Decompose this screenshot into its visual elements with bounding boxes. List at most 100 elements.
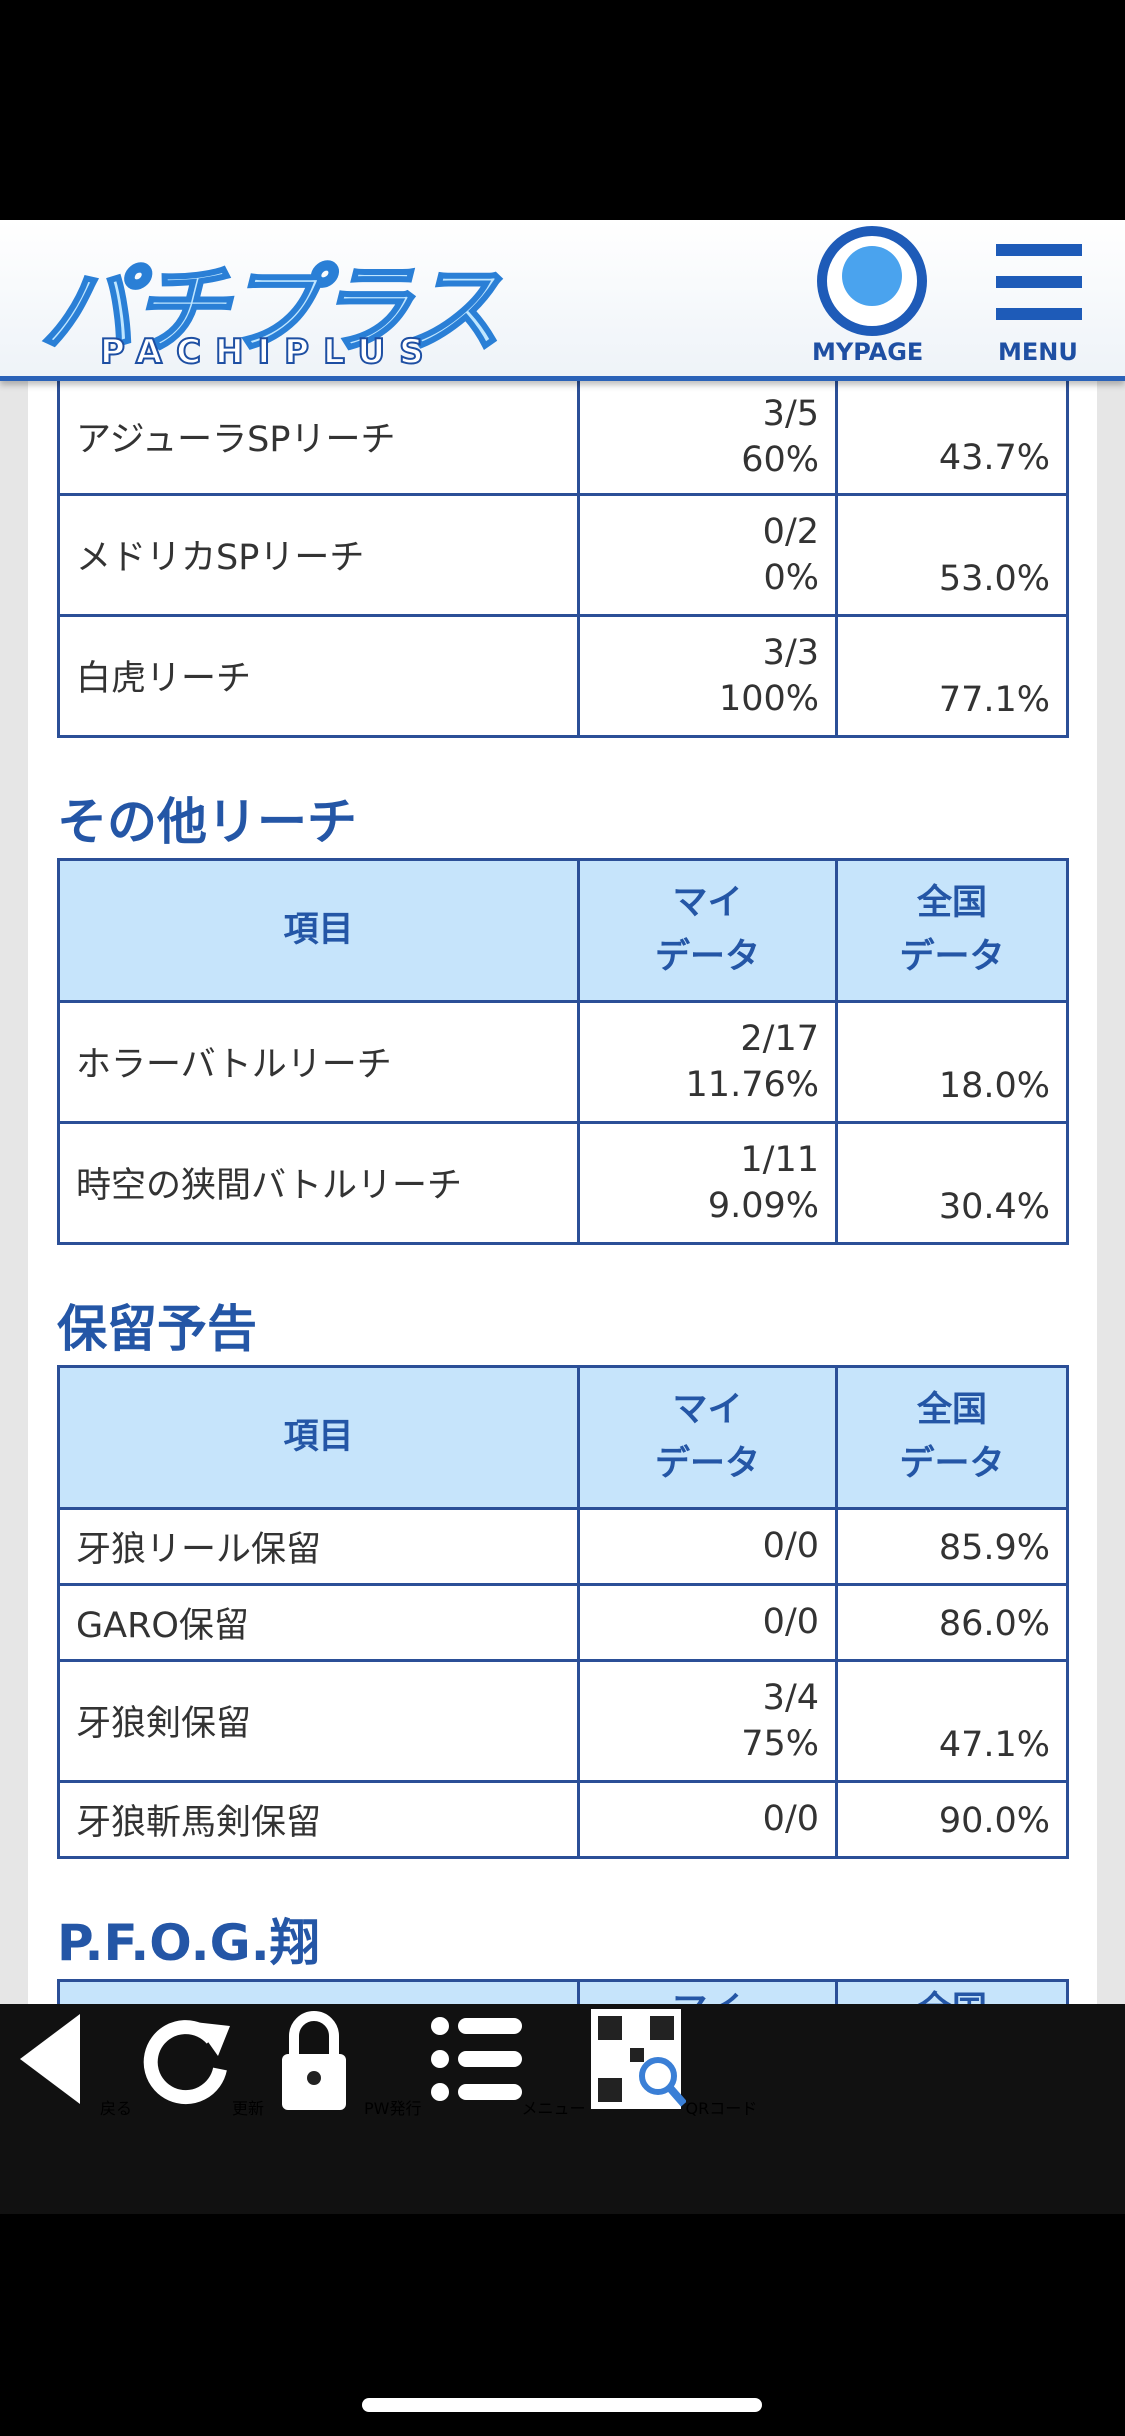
- item-name: アジューラSPリーチ: [57, 381, 580, 496]
- header-cell: マイ: [577, 1978, 838, 2005]
- button-label: 更新: [232, 2099, 265, 2118]
- national-data: 47.1%: [835, 1658, 1069, 1783]
- line: 全国: [916, 1390, 987, 1430]
- line: 9.09%: [707, 1185, 819, 1226]
- line: 60%: [741, 439, 819, 480]
- button-label: QRコード: [685, 2099, 758, 2118]
- home-indicator: [362, 2398, 762, 2412]
- logo[interactable]: パチプラス: [38, 253, 503, 368]
- line: データ: [899, 1444, 1005, 1484]
- national-data: 86.0%: [835, 1582, 1069, 1662]
- section-heading: P.F.O.G.翔: [57, 1913, 320, 1972]
- data-table: 項目 マイ データ 全国 データ 牙狼リール保留 0/0 85.9% GARO保留 0/0 86.0…: [57, 1364, 1069, 1859]
- data-row: メドリカSPリーチ 0/2 0% 53.0%: [57, 492, 1069, 617]
- toolbar-button[interactable]: 戻る: [0, 2004, 132, 2214]
- my-data: 0/0: [577, 1582, 838, 1662]
- data-row: 白虎リーチ 3/3 100% 77.1%: [57, 613, 1069, 738]
- line: 全国: [839, 1983, 1065, 2005]
- button-icon: [143, 2020, 231, 2105]
- header-cell: 全国: [835, 1978, 1069, 2005]
- data-table: マイ全国: [57, 1978, 1069, 2005]
- toolbar-button[interactable]: メニュー: [422, 2004, 586, 2214]
- header-row: マイ全国: [57, 1978, 1069, 2005]
- button-label: PW発行: [364, 2099, 422, 2118]
- data-table: アジューラSPリーチ 3/5 60% 43.7% メドリカSPリーチ 0/2 0% 53.0%…: [57, 381, 1069, 738]
- toolbar-button[interactable]: 更新: [132, 2004, 264, 2214]
- button-icon: [430, 2017, 522, 2101]
- line: データ: [654, 1444, 760, 1484]
- line: 0/0: [762, 1526, 819, 1566]
- header: パチプラス PACHIPLUS MYPAGE MENU: [0, 220, 1125, 381]
- line: 100%: [718, 678, 819, 719]
- header-cell: 全国 データ: [835, 857, 1069, 1003]
- content: アジューラSPリーチ 3/5 60% 43.7% メドリカSPリーチ 0/2 0% 53.0%…: [0, 381, 1125, 2004]
- line: 0%: [763, 557, 819, 598]
- my-data: 0/0: [577, 1506, 838, 1586]
- line: 全国: [916, 883, 987, 923]
- national-data: 18.0%: [835, 999, 1069, 1124]
- line: 3/3: [762, 632, 819, 673]
- header-cell: マイ データ: [577, 1364, 838, 1510]
- section-heading: 保留予告: [57, 1299, 257, 1358]
- national-data: 77.1%: [835, 613, 1069, 738]
- button-label: メニュー: [521, 2099, 586, 2118]
- logo-sub: PACHIPLUS: [99, 331, 438, 373]
- line: マイ: [581, 1983, 834, 2005]
- item-name: 時空の狭間バトルリーチ: [57, 1120, 580, 1245]
- data-row: 時空の狭間バトルリーチ 1/11 9.09% 30.4%: [57, 1120, 1069, 1245]
- my-data: 3/4 75%: [577, 1658, 838, 1783]
- line: データ: [899, 937, 1005, 977]
- toolbar-button[interactable]: PW発行: [264, 2004, 422, 2214]
- line: 0/0: [762, 1799, 819, 1839]
- header-cell: 項目: [57, 1364, 580, 1510]
- button-icon: [20, 2014, 80, 2104]
- line: 0/2: [762, 511, 819, 552]
- data-row: GARO保留 0/0 86.0%: [57, 1582, 1069, 1662]
- national-data: 30.4%: [835, 1120, 1069, 1245]
- header-cell: 全国 データ: [835, 1364, 1069, 1510]
- line: 2/17: [740, 1018, 819, 1059]
- item-name: 牙狼斬馬剣保留: [57, 1779, 580, 1859]
- national-data: 43.7%: [835, 381, 1069, 496]
- national-data: 85.9%: [835, 1506, 1069, 1586]
- item-name: 白虎リーチ: [57, 613, 580, 738]
- button-icon: [282, 2011, 347, 2110]
- data-row: 牙狼斬馬剣保留 0/0 90.0%: [57, 1779, 1069, 1859]
- header-cell: マイ データ: [577, 857, 838, 1003]
- line: マイ: [672, 883, 743, 923]
- panel: アジューラSPリーチ 3/5 60% 43.7% メドリカSPリーチ 0/2 0% 53.0%…: [28, 381, 1097, 2004]
- toolbar: 戻る 更新 PW発行 メニュー QRコード: [0, 2004, 1125, 2214]
- line: 75%: [741, 1723, 819, 1764]
- line: マイ: [672, 1390, 743, 1430]
- national-data: 53.0%: [835, 492, 1069, 617]
- header-row: 項目 マイ データ 全国 データ: [57, 1364, 1069, 1510]
- header-cell: 項目: [57, 857, 580, 1003]
- line: 0/0: [762, 1602, 819, 1642]
- line: 1/11: [740, 1139, 819, 1180]
- my-data: 1/11 9.09%: [577, 1120, 838, 1245]
- data-row: アジューラSPリーチ 3/5 60% 43.7%: [57, 381, 1069, 496]
- header-row: 項目 マイ データ 全国 データ: [57, 857, 1069, 1003]
- item-name: メドリカSPリーチ: [57, 492, 580, 617]
- my-data: 3/3 100%: [577, 613, 838, 738]
- data-row: ホラーバトルリーチ 2/17 11.76% 18.0%: [57, 999, 1069, 1124]
- national-data: 90.0%: [835, 1779, 1069, 1859]
- line: 3/5: [762, 393, 819, 434]
- item-name: 牙狼リール保留: [57, 1506, 580, 1586]
- button-label: 戻る: [100, 2099, 133, 2118]
- mypage-label[interactable]: MYPAGE: [812, 338, 924, 366]
- data-row: 牙狼剣保留 3/4 75% 47.1%: [57, 1658, 1069, 1783]
- button-icon: [590, 2009, 687, 2109]
- data-row: 牙狼リール保留 0/0 85.9%: [57, 1506, 1069, 1586]
- item-name: GARO保留: [57, 1582, 580, 1662]
- mypage-icon[interactable]: [812, 226, 932, 336]
- my-data: 3/5 60%: [577, 381, 838, 496]
- toolbar-button[interactable]: QRコード: [586, 2004, 758, 2214]
- menu-label[interactable]: MENU: [998, 338, 1078, 366]
- line: データ: [654, 937, 760, 977]
- line: 11.76%: [685, 1064, 819, 1105]
- header-cell: [57, 1978, 580, 2004]
- item-name: ホラーバトルリーチ: [57, 999, 580, 1124]
- menu-icon[interactable]: [996, 244, 1082, 330]
